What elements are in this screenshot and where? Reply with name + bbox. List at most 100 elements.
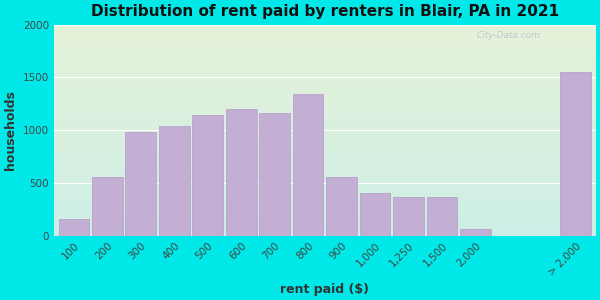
Bar bbox=[54, 200, 596, 202]
Bar bbox=[54, 170, 596, 172]
Bar bbox=[54, 149, 596, 152]
Bar bbox=[54, 141, 596, 143]
Bar bbox=[54, 225, 596, 227]
Bar bbox=[54, 183, 596, 185]
Bar bbox=[54, 130, 596, 132]
Bar bbox=[54, 25, 596, 27]
Bar bbox=[54, 206, 596, 208]
Bar bbox=[54, 215, 596, 217]
Bar bbox=[54, 213, 596, 215]
Bar bbox=[54, 179, 596, 181]
Bar bbox=[54, 168, 596, 170]
Bar bbox=[54, 128, 596, 130]
Bar bbox=[226, 109, 257, 236]
Bar bbox=[54, 196, 596, 198]
Bar bbox=[54, 134, 596, 136]
Bar bbox=[54, 31, 596, 33]
Bar bbox=[54, 139, 596, 141]
Bar bbox=[54, 35, 596, 37]
Bar bbox=[54, 172, 596, 175]
Bar bbox=[54, 75, 596, 77]
Bar bbox=[54, 92, 596, 94]
Bar bbox=[326, 177, 357, 236]
Bar bbox=[54, 132, 596, 134]
Bar bbox=[54, 181, 596, 183]
Bar bbox=[54, 86, 596, 88]
Bar bbox=[54, 154, 596, 156]
Bar bbox=[159, 126, 190, 236]
Bar bbox=[54, 58, 596, 61]
Y-axis label: households: households bbox=[4, 90, 17, 170]
Bar bbox=[54, 158, 596, 160]
Bar bbox=[54, 105, 596, 107]
Bar bbox=[54, 188, 596, 190]
Bar bbox=[54, 198, 596, 200]
Bar bbox=[54, 33, 596, 35]
Bar bbox=[54, 82, 596, 84]
Bar bbox=[54, 111, 596, 113]
Bar bbox=[54, 96, 596, 98]
Bar bbox=[54, 69, 596, 71]
Bar bbox=[54, 185, 596, 188]
Bar bbox=[54, 67, 596, 69]
Bar bbox=[54, 118, 596, 120]
Bar bbox=[359, 193, 391, 236]
Bar bbox=[54, 221, 596, 223]
Bar bbox=[54, 103, 596, 105]
Bar bbox=[54, 61, 596, 63]
Bar bbox=[54, 223, 596, 225]
Bar bbox=[427, 197, 457, 236]
Bar bbox=[560, 72, 591, 236]
Bar bbox=[54, 162, 596, 164]
Bar bbox=[54, 160, 596, 162]
Bar bbox=[54, 192, 596, 194]
Bar bbox=[54, 194, 596, 196]
Bar bbox=[54, 39, 596, 41]
Bar bbox=[54, 143, 596, 145]
Bar bbox=[54, 227, 596, 230]
Title: Distribution of rent paid by renters in Blair, PA in 2021: Distribution of rent paid by renters in … bbox=[91, 4, 559, 19]
Bar bbox=[54, 122, 596, 124]
Bar bbox=[54, 230, 596, 232]
Bar bbox=[54, 98, 596, 101]
Bar bbox=[54, 56, 596, 58]
Bar bbox=[54, 54, 596, 56]
Bar bbox=[54, 29, 596, 31]
Bar bbox=[54, 175, 596, 177]
Bar bbox=[54, 27, 596, 29]
Bar bbox=[54, 136, 596, 139]
Bar bbox=[54, 156, 596, 158]
Bar bbox=[54, 80, 596, 82]
Bar bbox=[54, 88, 596, 90]
Bar bbox=[54, 211, 596, 213]
Bar bbox=[54, 48, 596, 50]
Text: City-Data.com: City-Data.com bbox=[476, 31, 541, 40]
Bar bbox=[54, 107, 596, 109]
Bar bbox=[54, 166, 596, 168]
Bar bbox=[54, 109, 596, 111]
Bar bbox=[54, 232, 596, 234]
Bar bbox=[54, 116, 596, 118]
Bar bbox=[193, 116, 223, 236]
Bar bbox=[54, 84, 596, 86]
Bar bbox=[54, 164, 596, 166]
Bar bbox=[54, 113, 596, 116]
Bar bbox=[54, 234, 596, 236]
Bar bbox=[54, 120, 596, 122]
Bar bbox=[54, 217, 596, 219]
Bar bbox=[54, 77, 596, 80]
Bar bbox=[54, 71, 596, 73]
Bar bbox=[54, 208, 596, 211]
X-axis label: rent paid ($): rent paid ($) bbox=[280, 283, 370, 296]
Bar bbox=[54, 90, 596, 92]
Bar bbox=[54, 177, 596, 179]
Bar bbox=[393, 197, 424, 236]
Bar bbox=[125, 132, 156, 236]
Bar bbox=[54, 202, 596, 204]
Bar bbox=[54, 63, 596, 65]
Bar bbox=[54, 37, 596, 39]
Bar bbox=[54, 50, 596, 52]
Bar bbox=[54, 94, 596, 96]
Bar bbox=[54, 44, 596, 46]
Bar bbox=[293, 94, 323, 236]
